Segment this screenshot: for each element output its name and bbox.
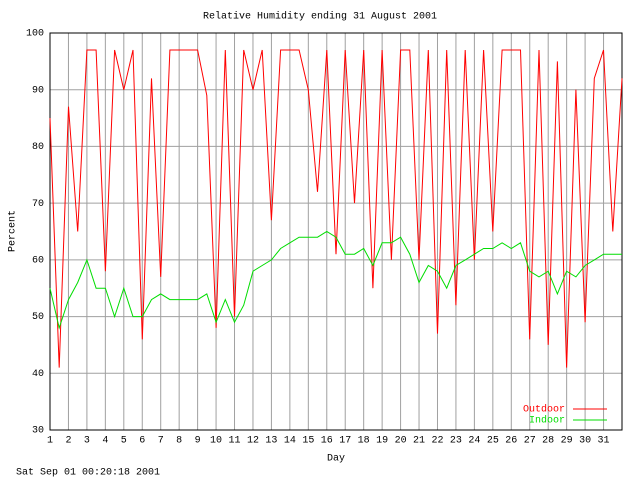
x-tick-label: 9 — [195, 436, 201, 447]
x-tick-label: 15 — [302, 436, 314, 447]
y-axis-label: Percent — [8, 210, 19, 252]
x-tick-label: 26 — [505, 436, 517, 447]
x-tick-label: 13 — [265, 436, 277, 447]
x-tick-label: 1 — [47, 436, 53, 447]
x-tick-label: 11 — [229, 436, 241, 447]
y-tick-label: 50 — [32, 312, 44, 323]
x-tick-label: 3 — [84, 436, 90, 447]
x-tick-label: 20 — [395, 436, 407, 447]
x-tick-label: 23 — [450, 436, 462, 447]
x-tick-label: 31 — [598, 436, 610, 447]
x-tick-label: 25 — [487, 436, 499, 447]
x-tick-label: 27 — [524, 436, 536, 447]
data-line — [49, 49, 623, 368]
y-tick-label: 30 — [32, 426, 44, 437]
x-tick-label: 22 — [431, 436, 443, 447]
y-tick-label: 40 — [32, 369, 44, 380]
x-tick-label: 6 — [139, 436, 145, 447]
y-tick-label: 80 — [32, 142, 44, 153]
footer: Sat Sep 01 00:20:18 2001 — [16, 468, 160, 479]
x-tick-label: 19 — [376, 436, 388, 447]
y-tick-label: 90 — [32, 85, 44, 96]
legend-label: Indoor — [529, 415, 565, 427]
x-tick-label: 8 — [176, 436, 182, 447]
x-tick-label: 24 — [468, 436, 480, 447]
legend-label: Outdoor — [523, 404, 565, 416]
x-tick-label: 29 — [561, 436, 573, 447]
x-tick-label: 14 — [284, 436, 296, 447]
x-tick-label: 7 — [158, 436, 164, 447]
x-tick-label: 12 — [247, 436, 259, 447]
plot-frame — [49, 32, 623, 431]
x-tick-label: 2 — [65, 436, 71, 447]
x-tick-label: 17 — [339, 436, 351, 447]
y-tick-label: 70 — [32, 199, 44, 210]
x-tick-label: 30 — [579, 436, 591, 447]
x-tick-label: 18 — [358, 436, 370, 447]
y-tick-label: 60 — [32, 255, 44, 266]
x-tick-label: 5 — [121, 436, 127, 447]
x-tick-label: 10 — [210, 436, 222, 447]
x-axis-label: Day — [327, 454, 345, 465]
y-tick-label: 100 — [26, 29, 44, 40]
x-tick-label: 4 — [102, 436, 108, 447]
x-tick-label: 21 — [413, 436, 425, 447]
x-tick-label: 16 — [321, 436, 333, 447]
data-line — [49, 230, 622, 330]
x-tick-label: 28 — [542, 436, 554, 447]
chart-title: Relative Humidity ending 31 August 2001 — [203, 11, 437, 23]
